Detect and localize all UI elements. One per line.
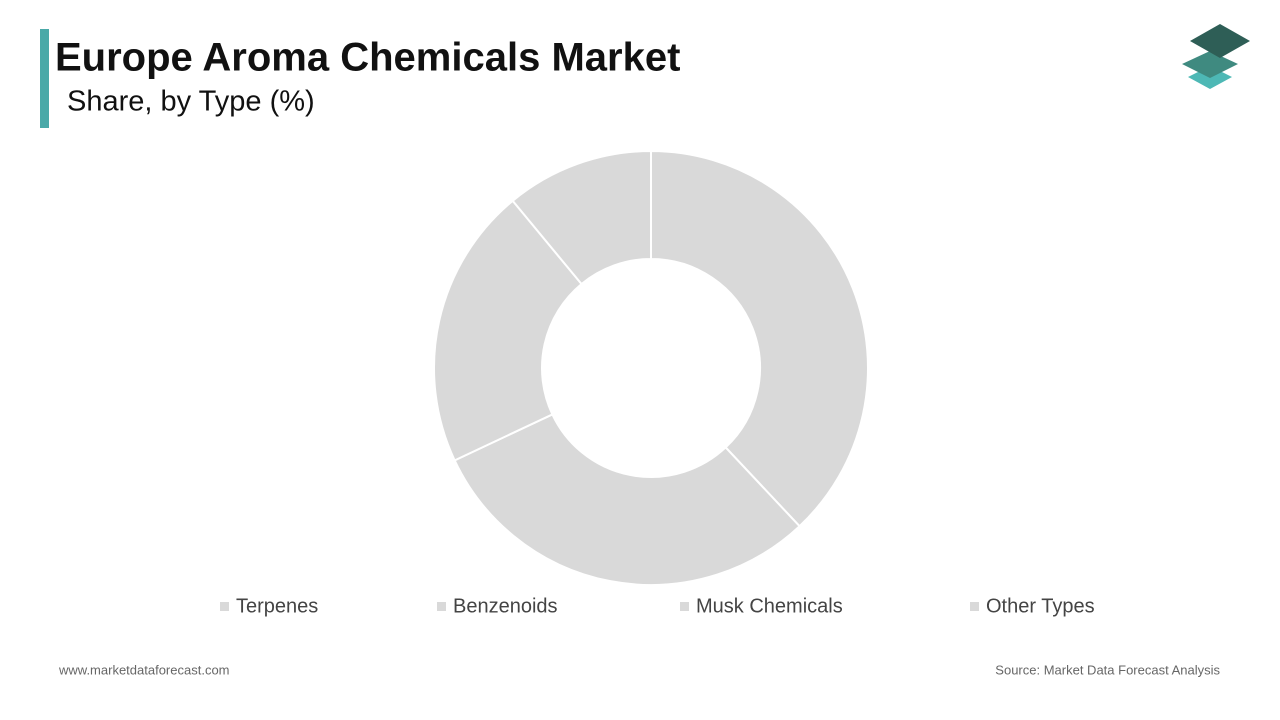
legend-marker (220, 602, 229, 611)
website: www.marketdataforecast.com (58, 662, 230, 677)
legend-marker (970, 602, 979, 611)
title-accent (40, 29, 49, 128)
legend-label: Other Types (986, 595, 1095, 617)
legend-label: Musk Chemicals (696, 595, 843, 617)
chart-subtitle: Share, by Type (%) (67, 86, 315, 118)
logo (1182, 24, 1250, 89)
source: Source: Market Data Forecast Analysis (995, 662, 1220, 677)
legend-marker (680, 602, 689, 611)
donut-slice (650, 149, 869, 528)
legend-label: Terpenes (236, 595, 318, 617)
donut-slice (453, 413, 801, 586)
legend-label: Benzenoids (453, 595, 558, 617)
chart-title: Europe Aroma Chemicals Market (55, 36, 680, 80)
donut-slice (511, 149, 652, 286)
donut-slice (433, 199, 583, 462)
legend-marker (437, 602, 446, 611)
